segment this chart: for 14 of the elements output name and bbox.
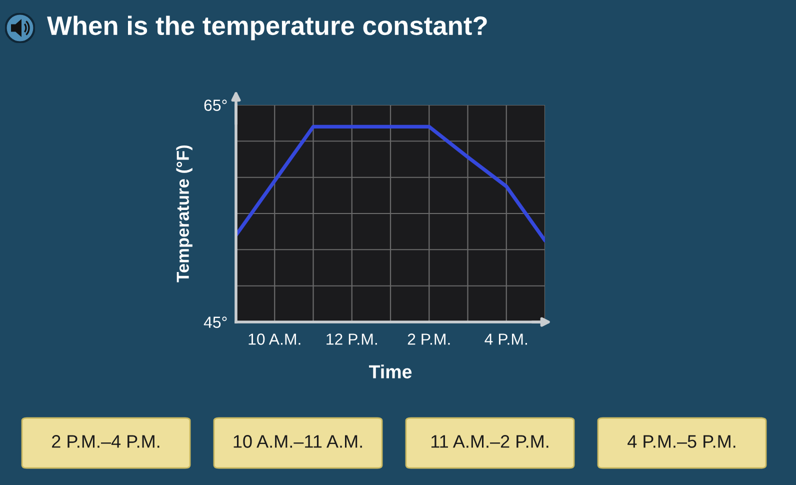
x-tick-label: 2 P.M. [408,334,450,345]
text: 2 P.M.–4 P.M. [52,435,160,448]
line-series [236,124,545,242]
y-axis-title: Temperature (°F) [176,145,192,282]
y-tick-label: 65° [204,100,227,111]
chart-title: When is the temperature constant? [47,16,487,40]
x-tick-label: 4 P.M. [484,334,527,345]
text: 11 A.M.–2 P.M. [431,435,548,448]
text: 4 P.M.–5 P.M. [628,435,736,448]
x-axis-title: Time [368,364,412,378]
x-tick-label: 12 P.M. [326,334,377,345]
x-tick-label: 10 A.M. [248,334,300,345]
text: 10 A.M.–11 A.M. [234,435,362,448]
y-tick-label: 45° [204,316,227,328]
